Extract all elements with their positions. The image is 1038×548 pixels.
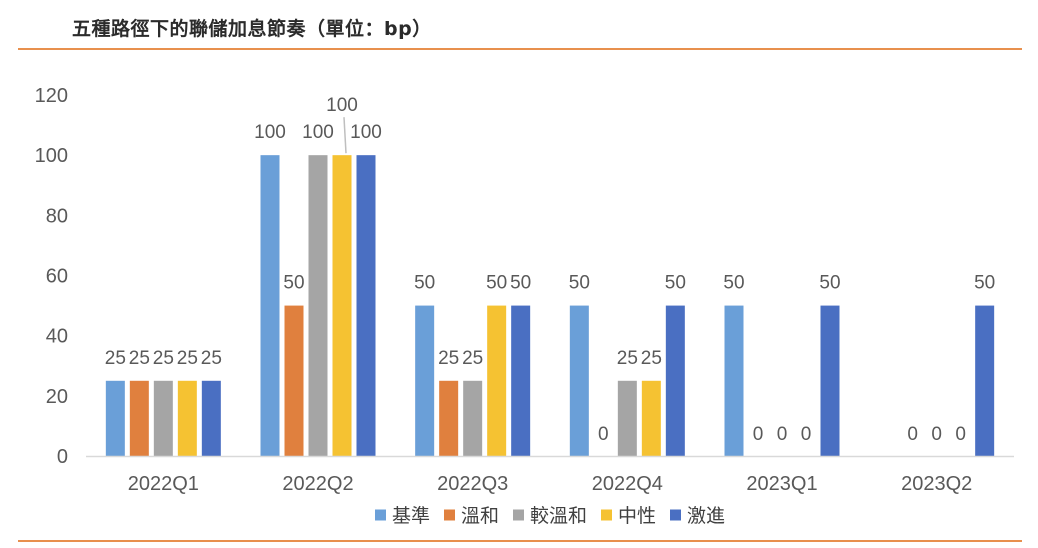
legend-label: 激進 — [687, 505, 725, 527]
x-axis: 2022Q1 2022Q2 2022Q3 2022Q4 2023Q1 2023Q2 — [86, 455, 1014, 495]
data-label: 0 — [598, 424, 609, 445]
legend-item: 基準 — [375, 505, 430, 527]
bar — [332, 155, 352, 456]
legend-label: 溫和 — [461, 505, 499, 527]
legend-swatch — [670, 509, 681, 521]
data-label: 50 — [665, 273, 686, 294]
x-tick-label: 2022Q4 — [592, 473, 663, 495]
y-tick-label: 100 — [35, 145, 68, 167]
y-axis: 0 20 40 60 80 100 120 — [35, 85, 68, 468]
bar — [665, 305, 685, 456]
bar — [511, 305, 531, 456]
y-tick-label: 0 — [57, 446, 68, 468]
legend-item: 溫和 — [444, 505, 499, 527]
bar — [105, 380, 125, 456]
y-tick-label: 60 — [46, 266, 68, 288]
bar — [177, 380, 197, 456]
data-label: 50 — [283, 273, 304, 294]
y-tick-label: 20 — [46, 386, 68, 408]
data-label: 0 — [801, 424, 812, 445]
bottom-divider — [18, 540, 1022, 542]
data-label: 25 — [462, 348, 483, 369]
bar — [439, 380, 459, 456]
bar — [820, 305, 840, 456]
data-label: 100 — [302, 122, 334, 143]
legend-item: 較溫和 — [513, 505, 587, 527]
chart-title: 五種路徑下的聯儲加息節奏（單位：bp） — [72, 18, 432, 40]
y-tick-label: 120 — [35, 85, 68, 107]
x-tick-label: 2022Q2 — [282, 473, 353, 495]
data-label: 25 — [201, 348, 222, 369]
legend-item: 中性 — [601, 505, 656, 527]
legend-swatch — [444, 509, 455, 521]
data-label: 25 — [105, 348, 126, 369]
x-tick-label: 2022Q3 — [437, 473, 508, 495]
data-label: 25 — [153, 348, 174, 369]
data-label: 50 — [974, 273, 995, 294]
y-tick-label: 40 — [46, 326, 68, 348]
bar — [356, 155, 376, 456]
bar — [129, 380, 149, 456]
data-label: 0 — [753, 424, 764, 445]
data-label: 0 — [777, 424, 788, 445]
x-tick-label: 2022Q1 — [128, 473, 199, 495]
legend-label: 基準 — [392, 505, 430, 527]
data-label: 0 — [931, 424, 942, 445]
data-label: 25 — [177, 348, 198, 369]
data-label: 50 — [414, 273, 435, 294]
bar — [975, 305, 995, 456]
x-tick-label: 2023Q2 — [901, 473, 972, 495]
bar — [153, 380, 173, 456]
bar — [569, 305, 589, 456]
bar — [415, 305, 435, 456]
leader-line — [343, 117, 347, 154]
legend-swatch — [375, 509, 386, 521]
bar — [724, 305, 744, 456]
data-label: 100 — [326, 95, 358, 116]
x-tick-label: 2023Q1 — [746, 473, 817, 495]
legend: 基準 溫和 較溫和 中性 激進 — [375, 505, 725, 527]
bar — [308, 155, 328, 456]
legend-item: 激進 — [670, 505, 725, 527]
data-label: 50 — [819, 273, 840, 294]
data-label: 50 — [510, 273, 531, 294]
data-label: 50 — [486, 273, 507, 294]
data-label: 100 — [254, 122, 286, 143]
legend-label: 較溫和 — [530, 505, 587, 527]
bar — [260, 155, 280, 456]
data-label: 0 — [907, 424, 918, 445]
data-label: 25 — [617, 348, 638, 369]
legend-label: 中性 — [618, 505, 656, 527]
data-label: 50 — [723, 273, 744, 294]
bar — [641, 380, 661, 456]
data-label: 25 — [438, 348, 459, 369]
data-label: 25 — [129, 348, 150, 369]
data-label: 50 — [569, 273, 590, 294]
data-label: 100 — [350, 122, 382, 143]
bar — [463, 380, 483, 456]
legend-swatch — [513, 509, 524, 521]
data-label: 25 — [641, 348, 662, 369]
bar — [201, 380, 221, 456]
title-divider — [18, 48, 1022, 50]
data-label: 0 — [955, 424, 966, 445]
bar — [487, 305, 507, 456]
bar — [284, 305, 304, 456]
bar — [617, 380, 637, 456]
legend-swatch — [601, 509, 612, 521]
bar-series — [105, 155, 995, 456]
y-tick-label: 80 — [46, 205, 68, 227]
